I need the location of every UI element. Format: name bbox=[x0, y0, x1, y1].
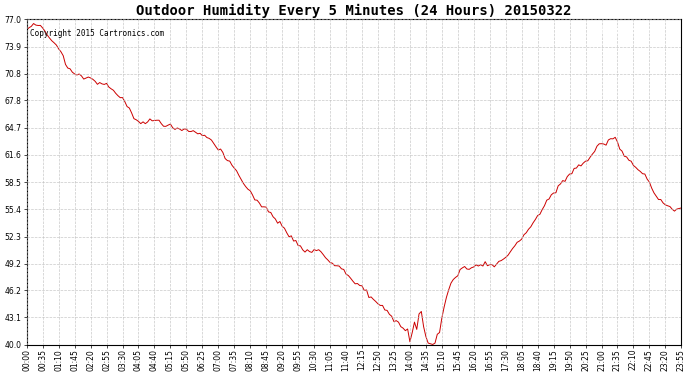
Text: Copyright 2015 Cartronics.com: Copyright 2015 Cartronics.com bbox=[30, 29, 164, 38]
Title: Outdoor Humidity Every 5 Minutes (24 Hours) 20150322: Outdoor Humidity Every 5 Minutes (24 Hou… bbox=[137, 4, 572, 18]
